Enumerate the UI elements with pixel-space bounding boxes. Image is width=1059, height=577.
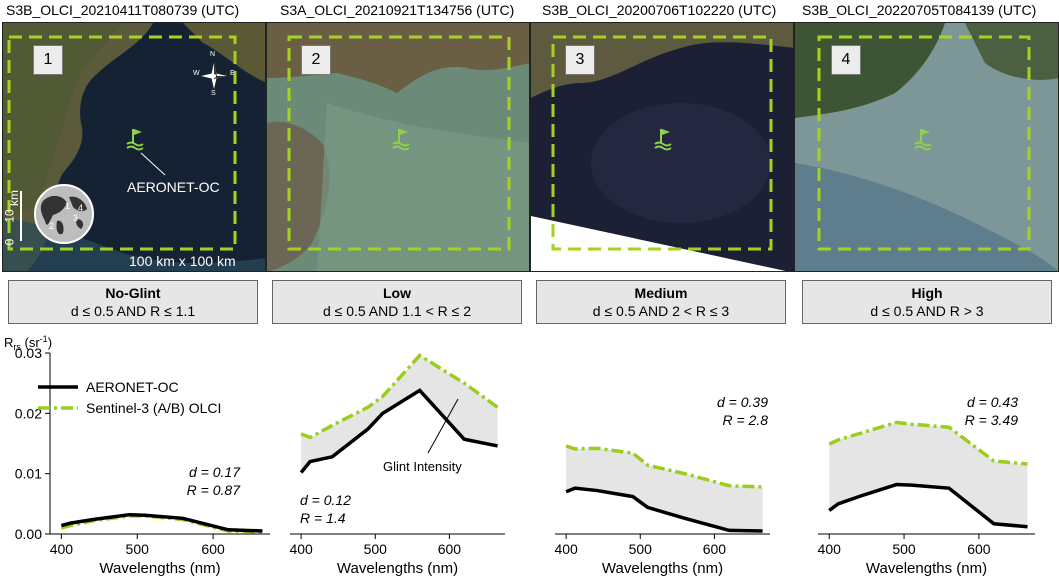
x-tick-label: 500 <box>126 541 150 557</box>
glint-area-4 <box>829 422 1028 527</box>
category-condition: d ≤ 0.5 AND R ≤ 1.1 <box>70 303 196 319</box>
d-label-4: d = 0.43 <box>967 394 1018 410</box>
satellite-line-3 <box>565 444 763 489</box>
r-label-3: R = 2.8 <box>722 412 768 428</box>
d-label-2: d = 0.12 <box>300 492 351 508</box>
satellite-image-1: 1 N W E S AERONET-OC 1 2 3 4 0 10 km 100… <box>2 22 266 272</box>
x-tick-label: 400 <box>554 541 578 557</box>
glint-intensity-label: Glint Intensity <box>383 459 462 474</box>
station-label: AERONET-OC <box>127 179 220 195</box>
glint-area-2 <box>301 355 498 473</box>
glint-pointer <box>427 398 459 454</box>
category-label: High <box>911 285 943 301</box>
y-axis-label: Rrs (sr-1) <box>4 335 52 352</box>
x-tick-label: 600 <box>967 541 991 557</box>
category-label: Low <box>383 285 411 301</box>
y-tick-label: 0.01 <box>15 466 42 482</box>
category-label: No-Glint <box>105 285 161 301</box>
y-tick-label: 0.00 <box>15 526 42 542</box>
panel-number-1: 1 <box>33 45 63 75</box>
panel-title-4: S3B_OLCI_20220705T084139 (UTC) <box>802 2 1037 18</box>
category-box-1: No-Glint d ≤ 0.5 AND R ≤ 1.1 <box>8 280 258 324</box>
y-tick-label: 0.03 <box>15 345 42 361</box>
panel-number-2: 2 <box>301 45 331 75</box>
compass-s: S <box>211 90 216 97</box>
x-tick-label: 400 <box>50 541 74 557</box>
category-condition: d ≤ 0.5 AND 2 < R ≤ 3 <box>592 303 730 319</box>
panel-title-3: S3B_OLCI_20200706T102220 (UTC) <box>542 2 777 18</box>
insitu-line-2 <box>299 388 498 474</box>
r-label-4: R = 3.49 <box>965 412 1019 428</box>
satellite-image-4: 4 <box>794 22 1059 272</box>
station-flag-icon <box>654 129 672 151</box>
x-axis-label: Wavelengths (nm) <box>866 560 987 577</box>
spectra-charts: Rrs (sr-1) 0.00 0.01 0.02 0.03 400 500 600 Wavel… <box>4 335 1035 577</box>
scale-zero: 0 <box>2 238 17 246</box>
insitu-line-3 <box>565 486 763 533</box>
satellite-image-2: 2 <box>266 22 530 272</box>
insitu-line-1 <box>60 512 263 533</box>
station-flag-icon <box>914 129 932 151</box>
satellite-line-4 <box>828 420 1028 466</box>
x-axis-label: Wavelengths (nm) <box>99 560 220 577</box>
glint-area-3 <box>566 445 763 531</box>
globe-mark-2: 2 <box>49 221 55 231</box>
category-box-2: Low d ≤ 0.5 AND 1.1 < R ≤ 2 <box>272 280 522 324</box>
station-flag-icon <box>392 129 410 151</box>
scale-unit: km <box>7 190 21 206</box>
x-tick-label: 500 <box>364 541 388 557</box>
panel-number-3: 3 <box>565 45 595 75</box>
extent-label: 100 km x 100 km <box>129 253 236 269</box>
r-label-1: R = 0.87 <box>187 482 242 498</box>
legend-satellite-label: Sentinel-3 (A/B) OLCI <box>86 400 221 416</box>
x-tick-label: 600 <box>438 541 462 557</box>
x-axis-label: Wavelengths (nm) <box>602 560 723 577</box>
globe-icon <box>34 184 94 244</box>
scale-ten: 10 <box>2 209 17 223</box>
x-tick-label: 400 <box>818 541 842 557</box>
insitu-line-4 <box>828 482 1028 529</box>
globe-mark-4: 4 <box>78 203 84 213</box>
x-tick-label: 600 <box>703 541 727 557</box>
x-tick-label: 600 <box>201 541 225 557</box>
category-condition: d ≤ 0.5 AND 1.1 < R ≤ 2 <box>322 303 472 319</box>
satellite-image-3: 3 <box>530 22 794 272</box>
satellite-line-2 <box>300 353 499 440</box>
station-flag-icon <box>126 129 144 151</box>
r-label-2: R = 1.4 <box>300 510 346 526</box>
y-tick-label: 0.02 <box>15 405 42 421</box>
d-label-3: d = 0.39 <box>717 394 768 410</box>
category-label: Medium <box>634 285 688 301</box>
compass-n: N <box>210 51 216 58</box>
legend-insitu-label: AERONET-OC <box>86 379 179 395</box>
compass-icon <box>201 63 227 89</box>
x-tick-label: 400 <box>289 541 313 557</box>
category-box-3: Medium d ≤ 0.5 AND 2 < R ≤ 3 <box>536 280 786 324</box>
x-axis-label: Wavelengths (nm) <box>337 560 458 577</box>
d-label-1: d = 0.17 <box>189 464 241 480</box>
category-box-4: High d ≤ 0.5 AND R > 3 <box>802 280 1052 324</box>
category-condition: d ≤ 0.5 AND R > 3 <box>870 303 984 319</box>
globe-mark-3: 3 <box>73 213 79 223</box>
x-tick-label: 500 <box>629 541 653 557</box>
compass-e: E <box>230 70 235 77</box>
x-tick-label: 500 <box>892 541 916 557</box>
compass-w: W <box>193 70 200 77</box>
panel-title-1: S3B_OLCI_20210411T080739 (UTC) <box>6 2 240 18</box>
panel-title-2: S3A_OLCI_20210921T134756 (UTC) <box>280 2 515 18</box>
globe-mark-1: 1 <box>65 201 71 211</box>
panel-number-4: 4 <box>831 45 861 75</box>
